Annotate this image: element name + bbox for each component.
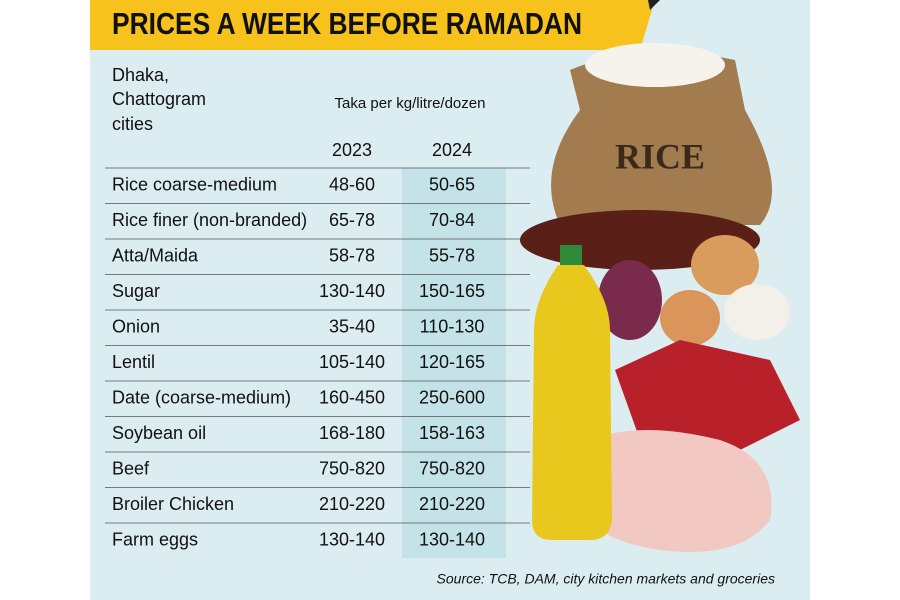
table-body: Rice coarse-medium 48-60 50-65 Rice finer (… [105,167,530,550]
price-2023: 130-140 [319,281,385,301]
price-2024: 110-130 [420,317,485,337]
price-2023: 130-140 [319,530,385,550]
price-2023: 35-40 [329,317,375,337]
price-2024: 210-220 [419,494,485,514]
column-header: 2023 [332,140,372,160]
region-line: Dhaka, [112,65,169,85]
item-name: Atta/Maida [112,246,199,266]
rice-grains [585,43,725,87]
item-name: Farm eggs [112,530,198,550]
price-2024: 750-820 [419,459,485,479]
price-2024: 158-163 [419,423,485,443]
chicken [575,430,772,552]
bottle-cap [560,245,582,265]
region-line: cities [112,114,153,134]
price-2023: 168-180 [319,423,385,443]
unit-label: Taka per kg/litre/dozen [335,95,486,112]
price-2024: 70-84 [429,210,475,230]
price-2023: 58-78 [329,246,375,266]
item-name: Soybean oil [112,423,206,443]
rice-sack [551,52,772,225]
item-name: Rice coarse-medium [112,175,277,195]
price-2023: 210-220 [319,494,385,514]
item-name: Rice finer (non-branded) [112,210,307,230]
sack-label: RICE [615,136,705,176]
price-2023: 160-450 [319,388,385,408]
title-banner [90,0,655,50]
price-2024: 250-600 [419,388,485,408]
price-2023: 65-78 [329,210,375,230]
beef [615,340,800,450]
item-name: Lentil [112,352,155,372]
banner-corner [648,0,660,10]
column-header: 2024 [432,140,472,160]
title: PRICES A WEEK BEFORE RAMADAN [112,6,582,41]
source-note: Source: TCB, DAM, city kitchen markets a… [437,571,775,587]
price-2024: 120-165 [419,352,485,372]
egg [660,290,720,346]
onion [598,260,662,340]
price-2024: 130-140 [419,530,485,550]
item-name: Date (coarse-medium) [112,388,291,408]
item-name: Beef [112,459,150,479]
price-2024: 55-78 [429,246,475,266]
item-name: Sugar [112,281,160,301]
region-line: Chattogram [112,89,206,109]
highlight-column [402,168,506,558]
illustration: RICE [520,43,800,552]
egg [691,235,759,295]
item-name: Broiler Chicken [112,494,234,514]
price-2023: 105-140 [319,352,385,372]
price-2023: 48-60 [329,175,375,195]
price-2023: 750-820 [319,459,385,479]
item-name: Onion [112,317,160,337]
oil-bottle [532,265,612,540]
price-2024: 50-65 [429,175,475,195]
price-2024: 150-165 [419,281,485,301]
egg [724,284,790,340]
